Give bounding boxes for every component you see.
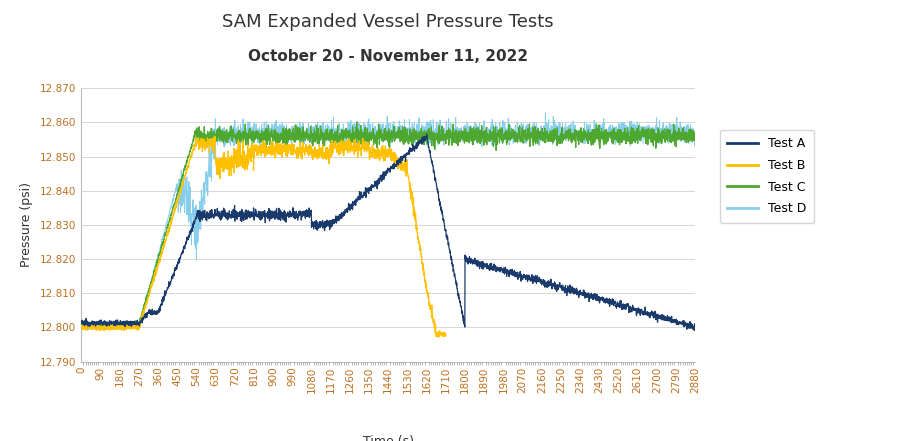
- Test A: [76, 321, 87, 326]
- Test B: [172, 195, 183, 200]
- Test C: [97, 324, 108, 329]
- Test D: [338, 136, 349, 142]
- Test C: [322, 136, 333, 141]
- Test C: [351, 120, 362, 125]
- Test B: [412, 236, 423, 242]
- Test D: [526, 127, 537, 132]
- Test D: [102, 325, 113, 330]
- Test C: [689, 132, 700, 137]
- Test B: [108, 325, 119, 330]
- Test A: [332, 213, 343, 219]
- Test B: [209, 134, 220, 139]
- Test D: [81, 328, 92, 333]
- Test A: [689, 326, 700, 332]
- Test B: [440, 333, 451, 338]
- Test B: [76, 324, 87, 329]
- Line: Test A: Test A: [81, 134, 695, 330]
- Line: Test B: Test B: [81, 136, 446, 337]
- Test A: [102, 322, 113, 327]
- Test C: [338, 135, 349, 140]
- Test C: [646, 135, 657, 141]
- Test D: [76, 324, 87, 329]
- Test D: [689, 132, 700, 137]
- Test C: [332, 127, 343, 133]
- Line: Test C: Test C: [81, 122, 695, 327]
- Test B: [309, 152, 320, 157]
- Line: Test D: Test D: [81, 113, 695, 330]
- Test D: [539, 110, 550, 116]
- Test A: [420, 131, 432, 137]
- Test B: [433, 334, 444, 340]
- Test C: [76, 321, 87, 326]
- Legend: Test A, Test B, Test C, Test D: Test A, Test B, Test C, Test D: [719, 130, 814, 223]
- Test C: [102, 321, 113, 326]
- Test B: [290, 150, 300, 155]
- Text: SAM Expanded Vessel Pressure Tests: SAM Expanded Vessel Pressure Tests: [222, 13, 554, 31]
- Test A: [338, 210, 349, 216]
- Test A: [688, 328, 699, 333]
- Text: October 20 - November 11, 2022: October 20 - November 11, 2022: [248, 49, 528, 64]
- Test C: [527, 135, 538, 141]
- Test A: [526, 278, 537, 284]
- Test B: [206, 138, 216, 143]
- Test D: [322, 132, 333, 138]
- Test A: [645, 312, 656, 317]
- Y-axis label: Pressure (psi): Pressure (psi): [20, 183, 33, 267]
- Test D: [332, 135, 343, 140]
- X-axis label: Time (s): Time (s): [363, 434, 413, 441]
- Test A: [322, 222, 333, 228]
- Test D: [646, 126, 657, 131]
